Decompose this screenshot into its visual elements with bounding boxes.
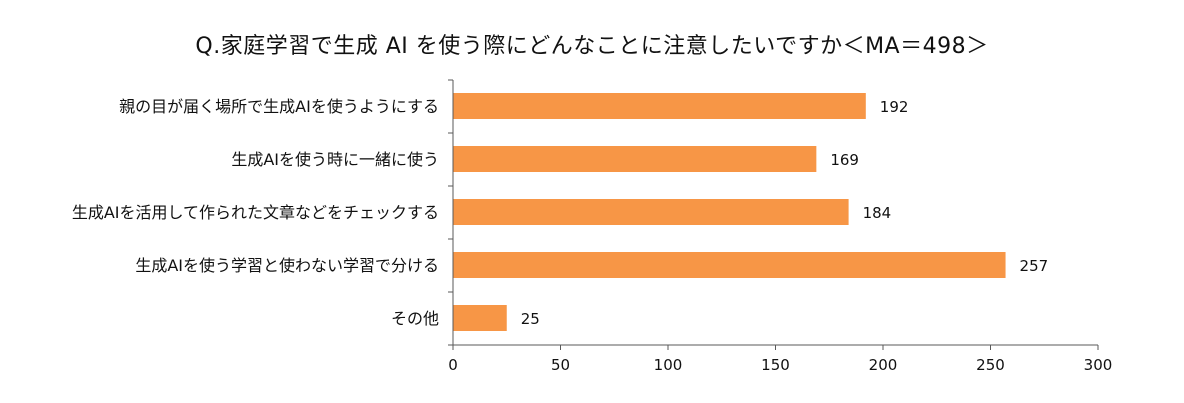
bar — [453, 252, 1006, 278]
category-label: その他 — [391, 309, 439, 328]
data-label: 184 — [863, 204, 892, 222]
x-tick-label: 200 — [869, 356, 898, 374]
data-label: 257 — [1020, 257, 1049, 275]
bar — [453, 146, 817, 172]
x-tick-label: 0 — [448, 356, 458, 374]
bar — [453, 93, 866, 119]
x-tick-label: 300 — [1084, 356, 1113, 374]
bar — [453, 199, 849, 225]
x-tick-label: 250 — [976, 356, 1005, 374]
x-tick-label: 150 — [761, 356, 790, 374]
data-label: 192 — [880, 98, 909, 116]
chart-title: Q.家庭学習で生成 AI を使う際にどんなことに注意したいですか＜MA＝498＞ — [195, 34, 989, 59]
category-label: 生成AIを活用して作られた文章などをチェックする — [72, 203, 439, 222]
bar — [453, 305, 507, 331]
category-label: 親の目が届く場所で生成AIを使うようにする — [119, 97, 439, 116]
x-tick-label: 100 — [654, 356, 683, 374]
x-tick-label: 50 — [551, 356, 570, 374]
category-label: 生成AIを使う学習と使わない学習で分ける — [135, 256, 439, 275]
data-label: 25 — [521, 310, 540, 328]
category-label: 生成AIを使う時に一緒に使う — [231, 150, 439, 169]
data-label: 169 — [830, 151, 859, 169]
